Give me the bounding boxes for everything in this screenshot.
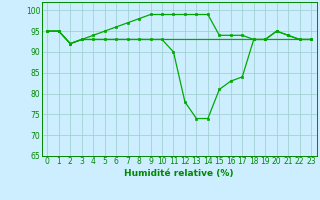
X-axis label: Humidité relative (%): Humidité relative (%) [124, 169, 234, 178]
